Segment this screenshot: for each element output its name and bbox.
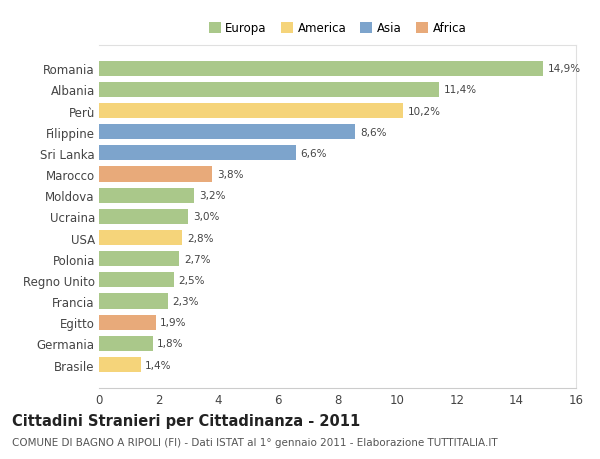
Text: 2,8%: 2,8% [187, 233, 214, 243]
Bar [99, 294, 167, 309]
Bar [99, 209, 188, 224]
Text: 2,7%: 2,7% [184, 254, 211, 264]
Text: 3,0%: 3,0% [193, 212, 219, 222]
Text: 3,8%: 3,8% [217, 170, 243, 179]
Bar [99, 357, 141, 372]
Bar [99, 230, 182, 246]
Bar [99, 125, 355, 140]
Bar [99, 315, 155, 330]
Text: COMUNE DI BAGNO A RIPOLI (FI) - Dati ISTAT al 1° gennaio 2011 - Elaborazione TUT: COMUNE DI BAGNO A RIPOLI (FI) - Dati IST… [12, 437, 497, 447]
Bar [99, 252, 179, 267]
Bar [99, 83, 439, 98]
Legend: Europa, America, Asia, Africa: Europa, America, Asia, Africa [204, 17, 471, 40]
Text: 1,4%: 1,4% [145, 360, 172, 369]
Bar [99, 167, 212, 182]
Text: 11,4%: 11,4% [443, 85, 476, 95]
Text: 14,9%: 14,9% [548, 64, 581, 74]
Bar [99, 273, 173, 288]
Text: 6,6%: 6,6% [300, 149, 327, 158]
Bar [99, 104, 403, 119]
Text: 8,6%: 8,6% [360, 128, 386, 137]
Text: 1,8%: 1,8% [157, 339, 184, 348]
Text: 1,9%: 1,9% [160, 318, 187, 327]
Bar [99, 336, 152, 351]
Text: 2,3%: 2,3% [172, 297, 199, 306]
Text: Cittadini Stranieri per Cittadinanza - 2011: Cittadini Stranieri per Cittadinanza - 2… [12, 413, 360, 428]
Bar [99, 188, 194, 203]
Text: 2,5%: 2,5% [178, 275, 205, 285]
Text: 10,2%: 10,2% [407, 106, 440, 116]
Bar [99, 146, 296, 161]
Text: 3,2%: 3,2% [199, 191, 226, 201]
Bar [99, 62, 543, 77]
